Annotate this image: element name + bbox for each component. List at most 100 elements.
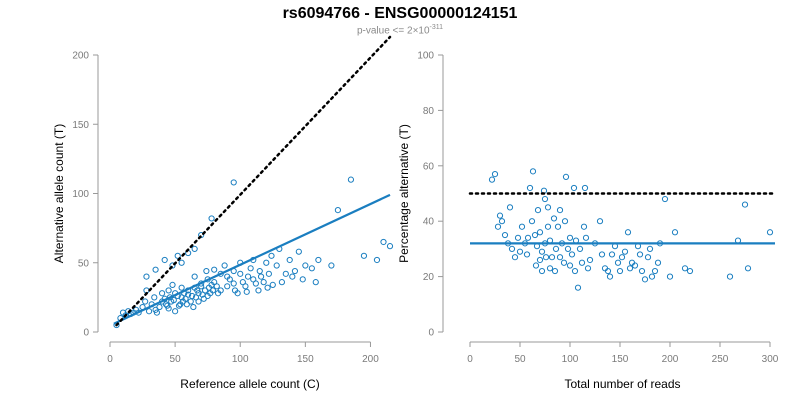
right-y-tick-label: 60 xyxy=(423,161,435,172)
right-data-point xyxy=(531,231,539,239)
right-data-point xyxy=(661,195,669,203)
left-reference-line xyxy=(115,35,392,327)
left-data-point xyxy=(191,273,198,280)
right-data-point xyxy=(541,195,549,203)
left-data-point xyxy=(265,270,272,277)
right-y-tick-label: 100 xyxy=(417,51,434,62)
right-data-point xyxy=(506,204,514,211)
left-data-point xyxy=(308,265,315,272)
left-data-point xyxy=(178,284,185,291)
left-data-point xyxy=(244,273,252,280)
right-data-point xyxy=(580,223,588,230)
right-data-point xyxy=(496,212,504,219)
left-x-tick-label: 0 xyxy=(107,354,113,365)
right-data-point xyxy=(532,262,540,269)
left-data-point xyxy=(282,270,289,277)
left-data-point xyxy=(252,280,259,287)
right-x-tick-label: 0 xyxy=(467,354,473,365)
left-y-tick-label: 200 xyxy=(72,51,89,62)
left-data-point xyxy=(165,287,172,294)
right-data-point xyxy=(646,245,654,252)
right-data-point xyxy=(626,265,634,272)
right-x-tick-label: 50 xyxy=(514,354,526,365)
left-data-point xyxy=(295,248,302,255)
left-data-point xyxy=(172,308,179,315)
left-data-point xyxy=(142,298,149,305)
left-data-point xyxy=(226,276,233,283)
left-data-point xyxy=(191,245,198,252)
left-y-tick-label: 0 xyxy=(83,328,89,339)
right-data-point xyxy=(528,218,536,225)
right-data-point xyxy=(554,223,562,230)
left-data-point xyxy=(269,281,276,289)
right-data-point xyxy=(542,254,550,261)
right-data-point xyxy=(511,254,519,261)
right-data-point xyxy=(491,171,499,178)
figure-subtitle: p-value <= 2×10-311 xyxy=(0,24,800,36)
left-data-point xyxy=(273,262,280,269)
right-data-point xyxy=(526,184,534,192)
left-data-point xyxy=(153,309,160,316)
right-data-point xyxy=(586,256,594,264)
right-data-point xyxy=(582,234,590,241)
left-data-point xyxy=(209,287,216,294)
right-data-point xyxy=(560,259,568,266)
left-data-point xyxy=(237,270,244,277)
left-data-point xyxy=(221,262,228,269)
left-data-point xyxy=(256,267,263,275)
left-data-point xyxy=(242,283,249,290)
left-data-point xyxy=(143,273,150,280)
right-data-point xyxy=(671,229,679,236)
right-data-point xyxy=(651,267,659,275)
left-data-point xyxy=(260,279,267,286)
left-data-point xyxy=(169,281,176,289)
right-data-point xyxy=(548,254,556,261)
right-data-point xyxy=(552,245,560,252)
left-data-point xyxy=(263,259,270,266)
right-data-point xyxy=(686,267,694,275)
left-data-point xyxy=(334,207,342,214)
left-data-point xyxy=(174,252,181,259)
right-data-point xyxy=(604,267,612,275)
left-data-point xyxy=(278,279,286,286)
left-data-point xyxy=(247,265,254,272)
right-data-point xyxy=(538,267,546,275)
right-data-point xyxy=(621,248,629,255)
left-data-point xyxy=(190,303,197,311)
right-data-point xyxy=(523,251,531,258)
right-data-point xyxy=(614,259,622,266)
right-data-point xyxy=(556,207,564,214)
left-data-point xyxy=(264,284,271,291)
right-y-tick-label: 80 xyxy=(423,106,435,117)
right-data-point xyxy=(508,245,516,252)
left-data-point xyxy=(203,267,210,275)
right-data-point xyxy=(570,184,578,192)
subtitle-exponent: -311 xyxy=(429,24,444,31)
left-data-point xyxy=(169,262,176,269)
left-data-point xyxy=(347,176,355,183)
right-x-tick-label: 300 xyxy=(762,354,779,365)
figure-title: rs6094766 - ENSG00000124151 xyxy=(282,5,518,22)
right-data-point xyxy=(616,267,624,275)
left-x-tick-label: 100 xyxy=(232,354,249,365)
right-data-point xyxy=(744,265,752,272)
right-data-point xyxy=(488,176,496,183)
right-data-point xyxy=(498,218,506,225)
right-data-point xyxy=(524,234,532,241)
left-data-point xyxy=(386,243,394,250)
left-data-point xyxy=(178,259,185,266)
left-fit-line xyxy=(113,193,391,325)
left-data-point xyxy=(161,256,168,264)
right-data-point xyxy=(596,218,604,225)
right-y-tick-label: 0 xyxy=(428,328,434,339)
right-data-point xyxy=(571,267,579,275)
left-data-point xyxy=(286,256,293,264)
left-data-point xyxy=(255,287,262,294)
right-data-point xyxy=(568,251,576,258)
right-data-point xyxy=(566,234,574,241)
right-data-point xyxy=(624,229,632,236)
right-scatter-panel: 0 50 100 150 200 250 300 0 20 40 60 80 100 Total numb… xyxy=(397,51,779,392)
left-data-point xyxy=(230,179,237,186)
right-data-point xyxy=(576,245,584,252)
left-data-point xyxy=(328,262,335,269)
